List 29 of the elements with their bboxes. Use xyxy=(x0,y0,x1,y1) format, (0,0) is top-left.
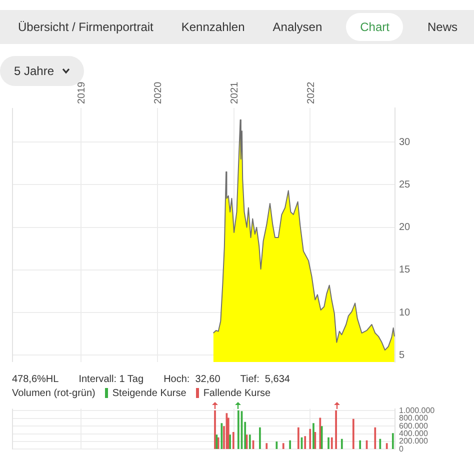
y-tick-label: 5 xyxy=(399,350,405,361)
y-tick-label: 15 xyxy=(399,264,411,276)
chart-title: Volumen (rot-grün) xyxy=(12,388,96,398)
text: Intervall: 1 Tag xyxy=(78,374,144,384)
text: Tief: 5,634 xyxy=(240,374,290,384)
text: Hoch: 32,60 xyxy=(164,374,220,384)
x-tick-label: 2020 xyxy=(153,81,164,104)
y-tick-label: 200.000 xyxy=(399,436,428,446)
y-tick-label: 1.000.000 xyxy=(399,406,436,415)
y-tick-label: 25 xyxy=(399,179,411,190)
y-tick-label: 600.000 xyxy=(399,421,428,430)
text: 5 Jahre xyxy=(14,64,54,78)
y-tick-label: 400.000 xyxy=(399,429,428,438)
text: Analysen xyxy=(272,19,324,36)
y-tick-label: 800.000 xyxy=(399,414,428,423)
y-tick-label: 0 xyxy=(399,444,404,454)
text: Kennzahlen xyxy=(180,19,246,36)
text: Übersicht / Firmenportrait xyxy=(17,19,154,36)
legend-label: Fallende Kurse xyxy=(203,388,271,398)
legend-label: Steigende Kurse xyxy=(112,388,186,398)
x-tick-label: 2021 xyxy=(230,81,241,104)
text: Chart xyxy=(346,13,404,41)
text: 478,6%HL xyxy=(12,374,59,384)
text: News xyxy=(426,19,458,36)
y-tick-label: 30 xyxy=(399,136,411,148)
y-tick-label: 10 xyxy=(399,307,411,318)
x-tick-label: 2019 xyxy=(76,81,88,104)
y-tick-label: 20 xyxy=(399,222,411,234)
x-tick-label: 2022 xyxy=(306,81,317,104)
